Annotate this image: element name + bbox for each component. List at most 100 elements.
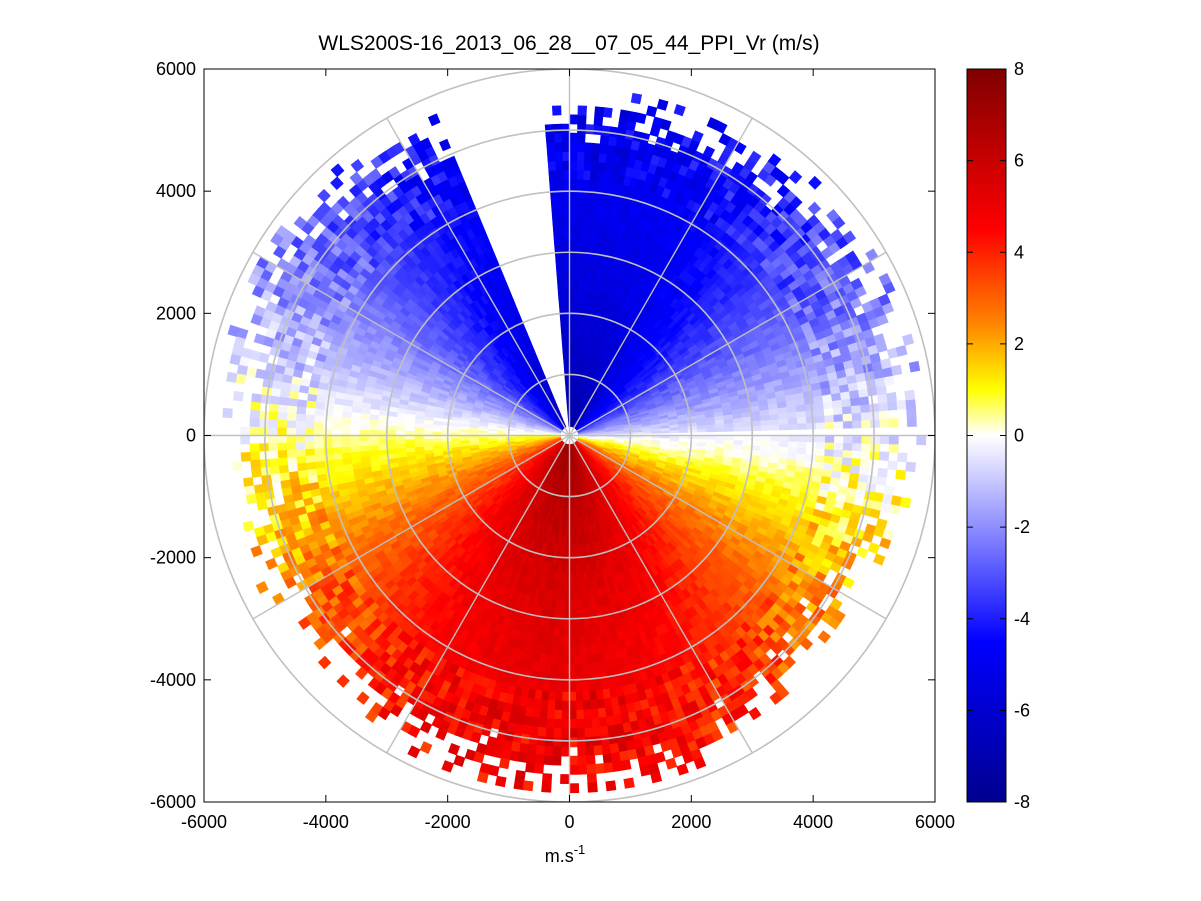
velocity-cell bbox=[563, 224, 570, 235]
velocity-cell bbox=[377, 430, 388, 436]
velocity-cell bbox=[377, 425, 388, 432]
velocity-cell bbox=[386, 420, 397, 427]
velocity-cell bbox=[552, 224, 560, 235]
velocity-cell bbox=[574, 233, 581, 244]
velocity-cell bbox=[569, 224, 576, 235]
velocity-cell bbox=[569, 618, 575, 629]
velocity-cell bbox=[572, 581, 578, 592]
velocity-cell bbox=[559, 242, 566, 253]
velocity-cell bbox=[359, 424, 370, 431]
velocity-cell bbox=[368, 424, 379, 431]
velocity-cell bbox=[359, 418, 370, 426]
velocity-cell bbox=[573, 251, 580, 263]
velocity-cell bbox=[569, 242, 575, 253]
velocity-cell bbox=[561, 343, 566, 354]
velocity-cell bbox=[562, 554, 567, 565]
velocity-cell bbox=[564, 618, 570, 629]
velocity-cell bbox=[578, 243, 585, 254]
velocity-cell bbox=[759, 450, 771, 457]
velocity-cell bbox=[569, 627, 576, 638]
velocity-cell bbox=[358, 435, 369, 442]
velocity-cell bbox=[555, 599, 562, 610]
velocity-cell bbox=[559, 618, 566, 629]
velocity-cell bbox=[733, 443, 744, 450]
velocity-cell bbox=[554, 243, 561, 254]
velocity-cell bbox=[706, 438, 716, 444]
velocity-cell bbox=[562, 352, 567, 363]
velocity-cell bbox=[386, 425, 397, 432]
velocity-cell bbox=[572, 316, 577, 327]
velocity-cell bbox=[751, 425, 762, 432]
velocity-cell bbox=[404, 439, 415, 445]
velocity-cell bbox=[733, 439, 744, 445]
velocity-cell bbox=[724, 426, 735, 432]
velocity-cell bbox=[564, 609, 570, 620]
velocity-cell bbox=[760, 440, 771, 447]
velocity-cell bbox=[395, 421, 406, 428]
velocity-cell bbox=[760, 424, 771, 431]
velocity-cell bbox=[386, 435, 397, 441]
velocity-cell bbox=[556, 270, 562, 281]
velocity-cell bbox=[751, 435, 762, 441]
velocity-cell bbox=[556, 581, 563, 592]
velocity-cell bbox=[579, 224, 587, 235]
velocity-cell bbox=[368, 435, 379, 442]
velocity-cell bbox=[560, 590, 566, 601]
velocity-cell bbox=[569, 636, 576, 647]
velocity-cell bbox=[559, 307, 564, 318]
velocity-cells bbox=[222, 92, 927, 794]
velocity-cell bbox=[555, 261, 562, 272]
velocity-cell bbox=[561, 563, 567, 574]
velocity-cell bbox=[769, 424, 780, 431]
velocity-cell bbox=[573, 242, 580, 253]
velocity-cell bbox=[569, 233, 576, 244]
velocity-cell bbox=[742, 425, 753, 432]
velocity-cell bbox=[724, 443, 735, 449]
velocity-cell bbox=[368, 429, 379, 436]
velocity-cell bbox=[584, 225, 592, 236]
velocity-cell bbox=[432, 427, 443, 433]
velocity-cell bbox=[377, 435, 388, 441]
velocity-cell bbox=[386, 430, 397, 436]
velocity-cell bbox=[553, 626, 560, 638]
velocity-cell bbox=[561, 279, 567, 290]
velocity-cell bbox=[562, 544, 567, 555]
velocity-cell bbox=[563, 361, 567, 372]
velocity-cell bbox=[561, 334, 566, 345]
velocity-cell bbox=[760, 435, 771, 442]
velocity-cell bbox=[724, 439, 735, 445]
velocity-cell bbox=[563, 636, 570, 647]
velocity-cell bbox=[742, 435, 753, 441]
velocity-cell bbox=[573, 261, 579, 272]
velocity-cell bbox=[579, 233, 586, 245]
velocity-cell bbox=[572, 297, 578, 308]
velocity-cell bbox=[558, 233, 565, 244]
velocity-cell bbox=[578, 252, 585, 263]
velocity-cell bbox=[386, 439, 397, 446]
velocity-cell bbox=[770, 435, 781, 442]
velocity-cell bbox=[558, 636, 565, 647]
velocity-cell bbox=[769, 445, 780, 453]
velocity-cell bbox=[553, 233, 560, 245]
velocity-cell bbox=[742, 444, 753, 451]
velocity-cell bbox=[558, 297, 564, 308]
velocity-cell bbox=[573, 608, 580, 620]
velocity-cell bbox=[569, 252, 575, 262]
velocity-cell bbox=[579, 636, 587, 647]
velocity-cell bbox=[358, 429, 369, 436]
velocity-cell bbox=[561, 572, 567, 583]
plot-area: -6000 -4000 -2000 0 2000 4000 6000600040002000… bbox=[150, 59, 955, 832]
velocity-cell bbox=[576, 279, 583, 290]
velocity-cell bbox=[359, 440, 370, 447]
velocity-cell bbox=[558, 224, 565, 235]
velocity-cell bbox=[377, 439, 388, 446]
velocity-cell bbox=[569, 609, 575, 620]
velocity-cell bbox=[696, 438, 707, 444]
velocity-cell bbox=[423, 427, 433, 433]
velocity-cell bbox=[572, 306, 577, 317]
velocity-cell bbox=[574, 636, 581, 647]
velocity-cell bbox=[573, 618, 580, 629]
velocity-cell bbox=[715, 438, 726, 445]
velocity-cell bbox=[769, 418, 780, 426]
